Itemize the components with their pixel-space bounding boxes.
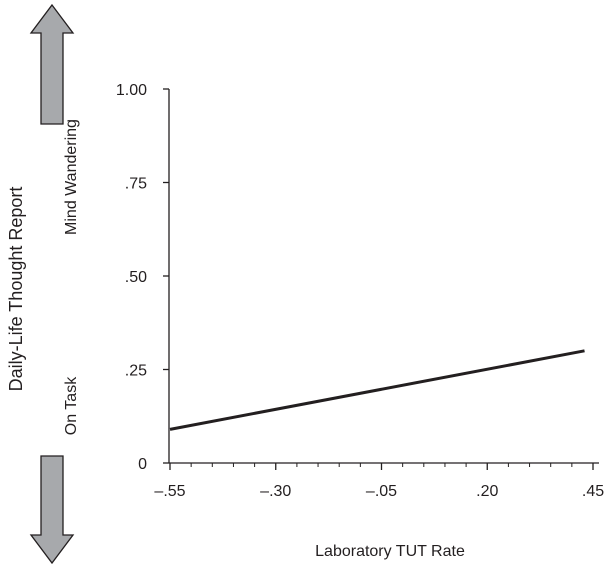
y-tick-label: 1.00	[116, 82, 147, 99]
x-minor-ticks	[190, 463, 573, 467]
y-tick-label: .75	[125, 176, 147, 193]
x-tick-label: –.05	[366, 483, 397, 500]
x-axis-title: Laboratory TUT Rate	[315, 543, 465, 560]
up-arrow-icon	[29, 3, 75, 125]
on-task-label: On Task	[63, 376, 80, 435]
x-tick-label: –.55	[154, 483, 185, 500]
y-ticks: 0 .25 .50 .75 1.00	[116, 82, 169, 473]
x-tick-label: .20	[476, 483, 498, 500]
series-line	[169, 349, 585, 431]
mind-wandering-label: Mind Wandering	[63, 119, 80, 235]
y-tick-label: .25	[125, 363, 147, 380]
y-tick-label: 0	[138, 456, 147, 473]
x-tick-label: –.30	[260, 483, 291, 500]
x-tick-label: .45	[582, 483, 604, 500]
down-arrow-icon	[29, 455, 75, 565]
y-axis-title: Daily-Life Thought Report	[6, 187, 26, 392]
y-tick-label: .50	[125, 269, 147, 286]
x-ticks: –.55 –.30 –.05 .20 .45	[154, 463, 604, 500]
series-layer	[169, 349, 585, 431]
